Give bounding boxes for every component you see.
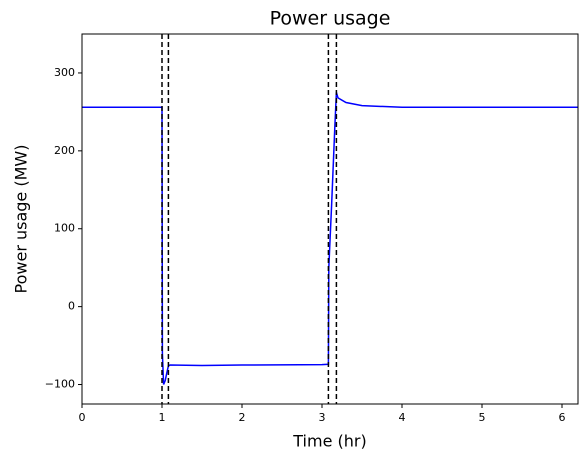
x-axis-label: Time (hr)	[292, 432, 366, 451]
x-tick-label: 4	[399, 411, 406, 424]
x-tick-label: 0	[79, 411, 86, 424]
chart-title: Power usage	[270, 8, 391, 30]
data-line	[82, 92, 578, 385]
x-tick-label: 5	[479, 411, 486, 424]
x-tick-label: 2	[239, 411, 246, 424]
x-tick-label: 3	[319, 411, 326, 424]
y-tick-label: −100	[45, 378, 75, 391]
y-axis-label: Power usage (MW)	[12, 145, 31, 294]
y-tick-label: 100	[54, 222, 75, 235]
x-tick-label: 6	[559, 411, 566, 424]
y-tick-label: 300	[54, 66, 75, 79]
x-tick-label: 1	[159, 411, 166, 424]
y-tick-label: 200	[54, 144, 75, 157]
plot-frame	[81, 33, 579, 405]
y-tick-label: 0	[68, 300, 75, 313]
